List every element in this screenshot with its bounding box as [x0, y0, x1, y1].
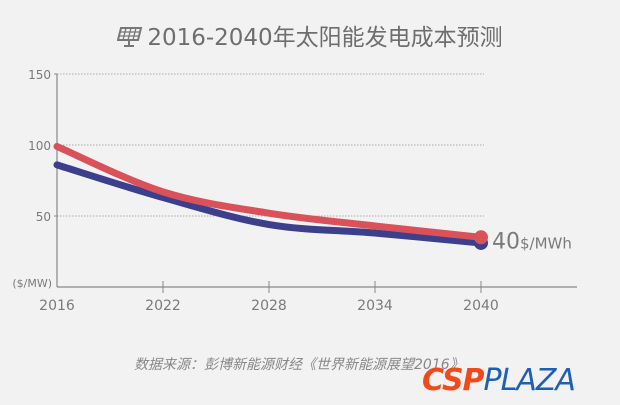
series-end-marker [474, 230, 488, 245]
annotation-unit: $/MWh [520, 234, 572, 252]
y-tick-label: 150 [28, 68, 51, 82]
csp-plaza-logo: CSPPLAZA [422, 363, 576, 398]
source-note: 数据来源：彭博新能源财经《世界新能源展望2016》 [134, 357, 464, 373]
series-line [53, 161, 485, 247]
x-tick-label: 2040 [463, 298, 499, 314]
line-chart: 150 100 50 ($/MW) 2016 2022 2028 2034 2040 40$/MW… [12, 68, 577, 314]
x-tick-label: 2016 [39, 298, 75, 314]
y-tick-label: 50 [36, 210, 51, 224]
x-tick-label: 2034 [357, 298, 393, 314]
y-axis-label: ($/MW) [12, 277, 52, 290]
annotation-label: 40$/MWh [492, 229, 572, 254]
series-line [53, 142, 485, 241]
x-tick-label: 2028 [251, 298, 287, 314]
x-tick-label: 2022 [145, 298, 181, 314]
chart-title: 2016-2040年太阳能发电成本预测 [0, 18, 620, 52]
y-tick-label: 100 [28, 139, 51, 153]
title-text: 2016-2040年太阳能发电成本预测 [147, 25, 503, 51]
solar-panel-icon [117, 27, 143, 47]
annotation-value: 40 [492, 229, 520, 254]
